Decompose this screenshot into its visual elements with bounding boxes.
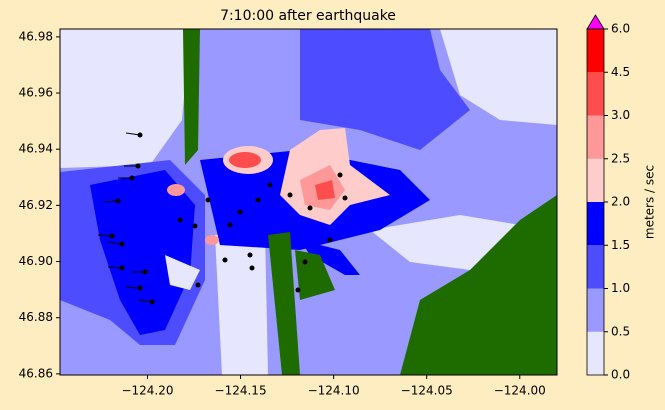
colorbar-tick-label: 3.0 [611, 108, 630, 122]
very-fast-region [315, 180, 335, 200]
colorbar-band [587, 288, 604, 332]
land [400, 195, 557, 375]
very-fast-region [229, 152, 261, 168]
slow-region [215, 230, 268, 375]
fast-region [90, 170, 195, 335]
very-fast-region [167, 184, 185, 196]
y-tick-label: 46.96 [19, 86, 53, 100]
colorbar-tick-label: 0.5 [611, 324, 630, 338]
colorbar-band [587, 331, 604, 375]
plot-frame [59, 28, 558, 376]
colorbar-band [587, 158, 604, 202]
colorbar-tick-label: 1.5 [611, 238, 630, 252]
colorbar-band [587, 245, 604, 289]
slow-region [165, 255, 200, 290]
x-tick-label: −124.00 [494, 384, 546, 398]
slow-region [440, 29, 557, 125]
land [268, 232, 300, 375]
slow-region [60, 29, 190, 168]
colorbar-band [587, 202, 604, 246]
colorbar-tick-label: 6.0 [611, 22, 630, 36]
land [183, 29, 200, 165]
y-tick-label: 46.94 [19, 142, 53, 156]
colorbar-band [587, 29, 604, 73]
map [60, 29, 557, 375]
colorbar-label: meters / sec [643, 165, 657, 239]
x-tick-label: −124.15 [215, 384, 267, 398]
y-tick-label: 46.98 [19, 29, 53, 43]
x-tick-label: −124.05 [401, 384, 453, 398]
gauges [97, 132, 348, 305]
colorbar-tick-label: 0.0 [611, 368, 630, 382]
colorbar-band [587, 115, 604, 159]
y-tick-label: 46.92 [19, 198, 53, 212]
very-fast-region [205, 235, 219, 245]
y-tick-label: 46.88 [19, 310, 53, 324]
colorbar-tick-label: 2.0 [611, 195, 630, 209]
y-tick-label: 46.86 [19, 366, 53, 380]
colorbar-tick-label: 4.5 [611, 65, 630, 79]
x-tick-label: −124.10 [308, 384, 360, 398]
slow-region [370, 215, 520, 270]
colorbar-tick-label: 1.0 [611, 281, 630, 295]
chart-title: 7:10:00 after earthquake [220, 8, 396, 24]
fast-region [300, 240, 360, 275]
y-tick-label: 46.90 [19, 254, 53, 268]
colorbar-band [587, 72, 604, 116]
medium-region [300, 29, 470, 150]
colorbar-extend [586, 14, 605, 30]
x-tick-label: −124.20 [121, 384, 173, 398]
colorbar-tick-label: 2.5 [611, 151, 630, 165]
